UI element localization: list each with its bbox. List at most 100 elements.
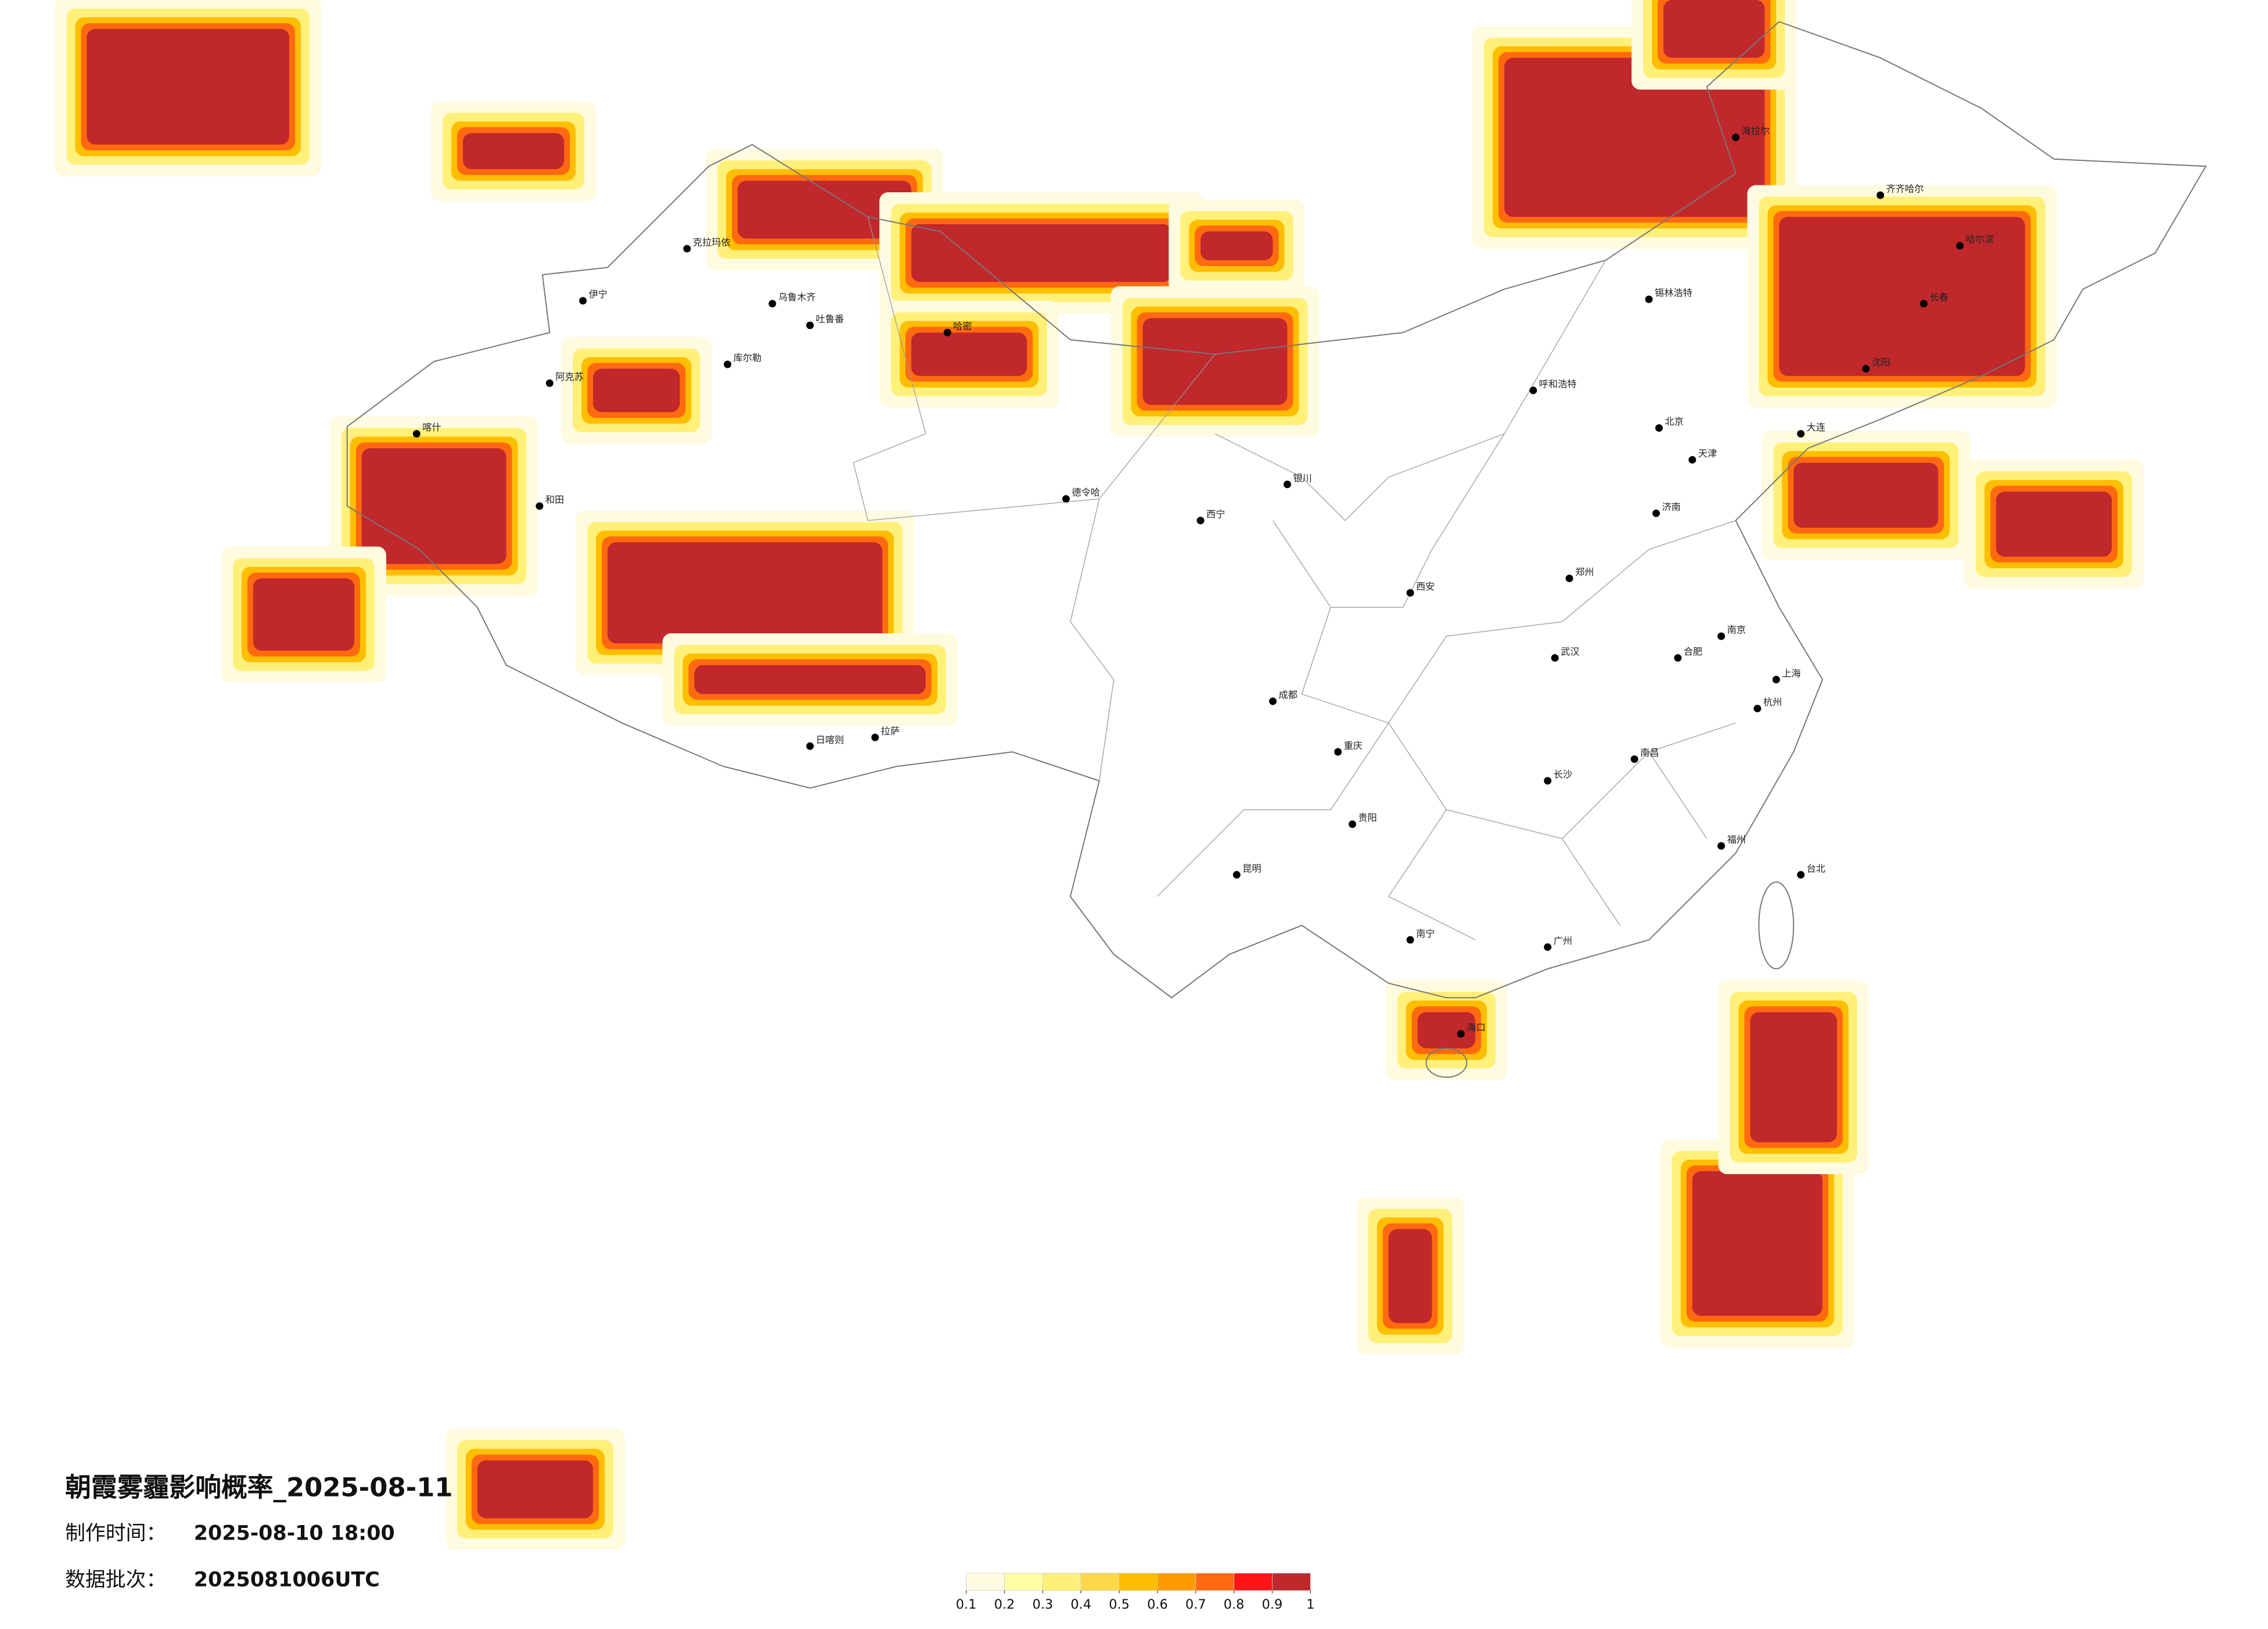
city-dot (1877, 191, 1885, 199)
city-dot (1862, 365, 1870, 373)
city-dot (1269, 697, 1277, 705)
colorbar-swatch (1157, 1573, 1196, 1591)
city-label: 吐鲁番 (816, 314, 844, 325)
city-dot (806, 742, 814, 750)
haze-cell (593, 368, 680, 412)
haze-cell (1779, 217, 2025, 376)
city-dot (724, 360, 732, 368)
city-label: 拉萨 (881, 726, 900, 737)
city-label: 阿克苏 (555, 371, 584, 382)
haze-layer (55, 0, 2144, 1551)
city-dot (1232, 871, 1241, 879)
country-border (346, 21, 2207, 999)
haze-cell (1504, 58, 1765, 217)
haze-cell (1663, 0, 1765, 58)
colorbar: 0.1 0.2 0.3 0.4 0.5 0.6 0.7 0.8 0.9 1 (956, 1573, 1314, 1612)
city-dot (1544, 943, 1552, 951)
colorbar-tick-label: 0.2 (994, 1597, 1015, 1612)
haze-cell (911, 332, 1027, 376)
haze-cell (361, 448, 506, 564)
city-label: 伊宁 (589, 289, 608, 300)
city-dot (768, 300, 777, 308)
city-label: 南昌 (1640, 747, 1659, 758)
colorbar-swatch (1195, 1573, 1234, 1591)
colorbar-tick-label: 0.9 (1262, 1597, 1283, 1612)
city-dot (1920, 300, 1928, 308)
city-dot (1732, 133, 1739, 141)
colorbar-tick-label: 0.8 (1224, 1597, 1245, 1612)
city-dot (545, 379, 553, 387)
city-label: 北京 (1665, 416, 1683, 427)
city-dot (1717, 632, 1726, 640)
city-dot (535, 502, 544, 510)
city-label: 重庆 (1344, 740, 1363, 751)
haze-cell (253, 578, 355, 651)
city-label: 昆明 (1242, 863, 1261, 874)
city-dot (1956, 242, 1964, 250)
city-dot (1753, 705, 1762, 713)
city-label: 成都 (1279, 690, 1297, 701)
colorbar-tick-label: 0.5 (1109, 1597, 1130, 1612)
city-label: 天津 (1698, 448, 1717, 459)
haze-cell (1750, 1012, 1837, 1143)
city-label: 齐齐哈尔 (1886, 184, 1924, 195)
city-label: 呼和浩特 (1539, 379, 1577, 390)
city-dot (1630, 755, 1638, 763)
city-dot (1196, 516, 1205, 525)
city-dot (1688, 455, 1696, 464)
city-dot (1284, 480, 1291, 489)
city-label: 海口 (1467, 1022, 1485, 1033)
production-time-label: 制作时间： (65, 1522, 166, 1545)
haze-cell (1996, 491, 2112, 557)
city-dot (1645, 295, 1653, 303)
city-label: 乌鲁木齐 (778, 292, 816, 303)
colorbar-swatch (1119, 1573, 1158, 1591)
city-label: 和田 (545, 494, 564, 505)
haze-cell (477, 1460, 594, 1519)
haze-cell (1201, 231, 1273, 260)
city-label: 广州 (1554, 935, 1572, 946)
city-label: 哈密 (953, 321, 972, 332)
haze-cell (462, 132, 565, 170)
city-dot (1406, 589, 1414, 597)
city-label: 大连 (1807, 422, 1825, 433)
city-label: 武汉 (1561, 646, 1579, 657)
city-label: 南京 (1727, 625, 1746, 636)
city-label: 银川 (1293, 472, 1311, 483)
haze-cell (1692, 1171, 1823, 1316)
colorbar-tick-label: 1 (1306, 1597, 1314, 1612)
city-dot (412, 430, 420, 438)
city-dot (1457, 1030, 1465, 1038)
colorbar-tick-label: 0.1 (956, 1597, 977, 1612)
haze-cell (694, 665, 926, 694)
city-dot (806, 321, 814, 329)
colorbar-tick-label: 0.4 (1070, 1597, 1091, 1612)
city-dot (1551, 654, 1559, 662)
city-label: 喀什 (422, 422, 441, 433)
city-dot (1565, 575, 1573, 583)
city-dot (1674, 654, 1682, 662)
haze-cell (607, 542, 883, 644)
city-label: 哈尔滨 (1965, 234, 1994, 245)
colorbar-swatch (1272, 1573, 1311, 1591)
city-label: 济南 (1662, 501, 1681, 512)
batch-label: 数据批次： (65, 1568, 166, 1591)
city-dot (1652, 509, 1660, 518)
city-dot (579, 297, 587, 305)
colorbar-swatch (1234, 1573, 1273, 1591)
city-label: 长春 (1929, 292, 1948, 303)
city-dot (1062, 495, 1070, 503)
city-dot (1334, 748, 1342, 756)
haze-cell (738, 181, 911, 239)
city-dot (871, 733, 879, 741)
city-dot (1529, 386, 1537, 394)
city-label: 合肥 (1684, 646, 1702, 657)
city-dot (943, 328, 951, 336)
colorbar-tick-label: 0.3 (1033, 1597, 1054, 1612)
haze-cell (911, 224, 1172, 282)
province-borders (853, 217, 1736, 941)
city-label: 南宁 (1416, 928, 1435, 939)
city-dot (1772, 676, 1780, 684)
colorbar-swatch (1004, 1573, 1043, 1591)
